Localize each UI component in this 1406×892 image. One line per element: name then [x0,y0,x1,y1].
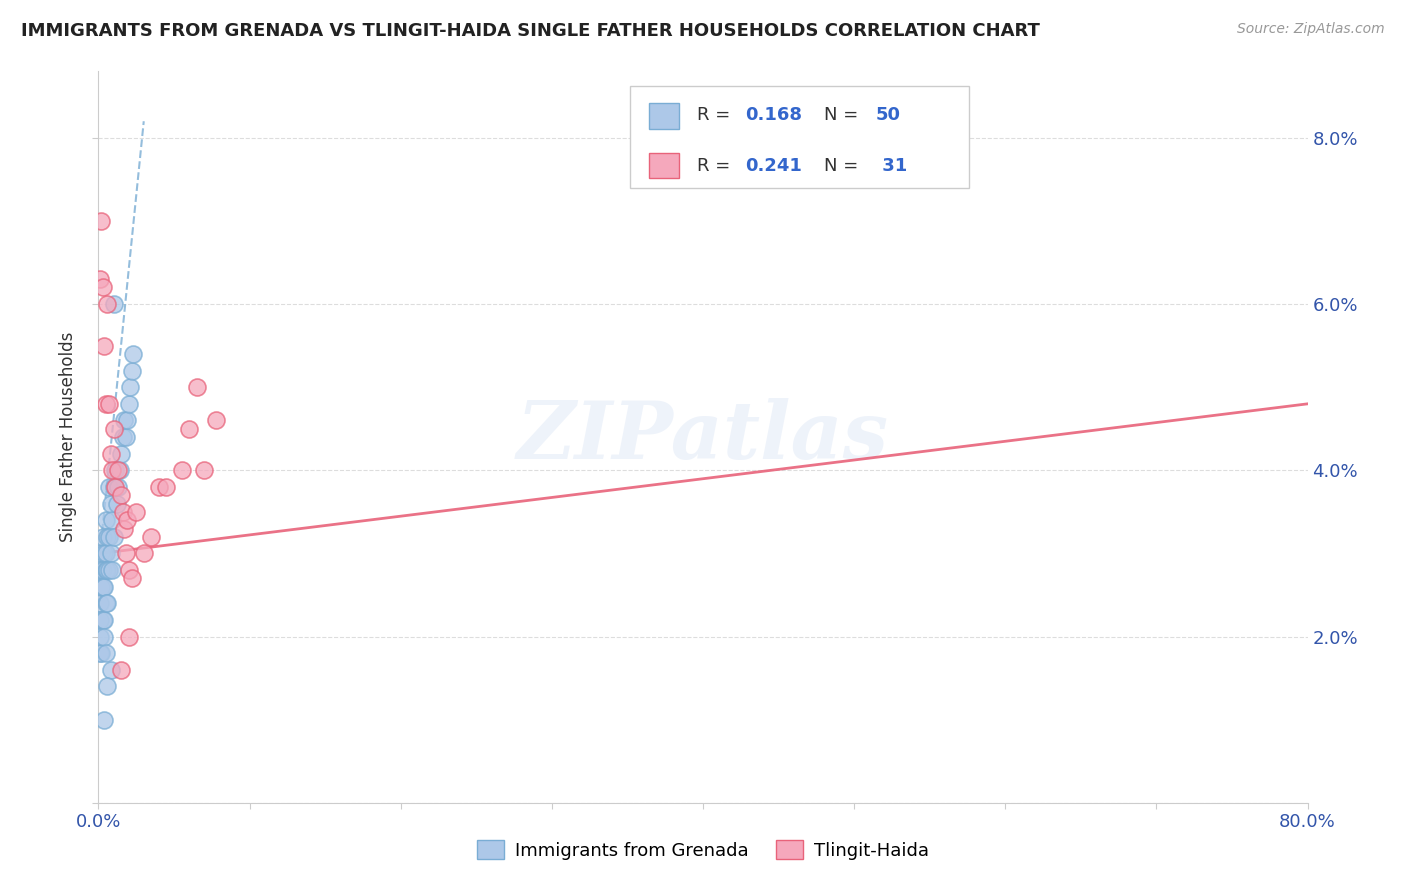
Point [94,397,117,411]
Point [148,480,170,494]
Legend: Immigrants from Grenada, Tlingit-Haida: Immigrants from Grenada, Tlingit-Haida [470,833,936,867]
Point [120,380,142,394]
Point [93,613,115,627]
Point [108,463,131,477]
Point [103,530,125,544]
Point [96,596,118,610]
Point [89,613,111,627]
Point [101,463,124,477]
Text: 50: 50 [876,105,901,124]
Point [89,272,111,286]
Point [94,546,117,560]
Point [118,397,141,411]
Point [110,488,132,502]
Point [115,413,138,427]
Point [90,580,112,594]
Point [93,630,115,644]
Point [91,613,114,627]
Point [121,571,143,585]
Point [112,521,135,535]
Point [90,214,112,228]
Point [111,505,134,519]
Text: N =: N = [824,157,863,175]
Point [100,497,122,511]
Point [118,563,141,577]
Point [186,380,208,394]
Point [96,563,118,577]
Point [105,497,128,511]
Point [111,430,134,444]
Text: ZIPatlas: ZIPatlas [517,399,889,475]
Point [118,630,141,644]
Text: 0.241: 0.241 [745,157,803,175]
Point [101,563,124,577]
Text: Source: ZipAtlas.com: Source: ZipAtlas.com [1237,22,1385,37]
Point [89,646,111,660]
Point [91,580,114,594]
Point [107,480,129,494]
Point [93,580,115,594]
Y-axis label: Single Father Households: Single Father Households [59,332,77,542]
Point [94,513,117,527]
FancyBboxPatch shape [648,153,679,178]
Point [125,505,148,519]
Point [101,513,124,527]
Point [205,413,228,427]
Point [103,297,125,311]
Point [96,297,118,311]
Point [122,347,145,361]
Text: R =: R = [697,157,735,175]
Point [121,363,143,377]
FancyBboxPatch shape [648,103,679,129]
Point [96,680,118,694]
Point [132,546,155,560]
Point [98,530,121,544]
Point [110,447,132,461]
Point [100,447,122,461]
Point [193,463,215,477]
Point [115,513,138,527]
Point [104,463,127,477]
Point [94,646,117,660]
Point [98,480,121,494]
Point [94,596,117,610]
Point [103,480,125,494]
Point [114,546,136,560]
Point [96,530,118,544]
Text: 31: 31 [876,157,907,175]
Point [107,463,129,477]
Point [91,280,114,294]
Text: R =: R = [697,105,735,124]
Point [170,463,193,477]
Point [112,413,135,427]
Point [114,430,136,444]
Text: IMMIGRANTS FROM GRENADA VS TLINGIT-HAIDA SINGLE FATHER HOUSEHOLDS CORRELATION CH: IMMIGRANTS FROM GRENADA VS TLINGIT-HAIDA… [21,22,1040,40]
Point [98,563,121,577]
Point [93,546,115,560]
Text: 0.168: 0.168 [745,105,803,124]
Point [93,713,115,727]
Point [90,646,112,660]
Point [100,546,122,560]
Point [93,338,115,352]
Point [110,663,132,677]
Point [90,546,112,560]
Point [100,663,122,677]
Point [91,563,114,577]
Point [98,397,121,411]
Point [155,480,177,494]
Point [94,563,117,577]
Point [179,422,201,436]
Point [141,530,163,544]
Point [89,596,111,610]
Point [89,630,111,644]
Text: N =: N = [824,105,863,124]
Point [104,480,127,494]
Point [91,530,114,544]
FancyBboxPatch shape [630,86,969,188]
Point [90,563,112,577]
Point [103,422,125,436]
